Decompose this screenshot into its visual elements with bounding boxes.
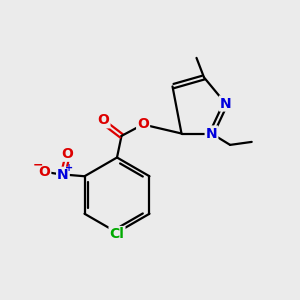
Text: −: −	[33, 159, 44, 172]
Text: +: +	[65, 163, 74, 173]
Text: N: N	[220, 97, 231, 110]
Text: O: O	[61, 147, 74, 161]
Text: N: N	[57, 168, 69, 182]
Text: O: O	[38, 165, 50, 179]
Text: Cl: Cl	[110, 227, 124, 241]
Text: N: N	[206, 127, 217, 140]
Text: O: O	[98, 113, 110, 127]
Text: O: O	[137, 118, 149, 131]
